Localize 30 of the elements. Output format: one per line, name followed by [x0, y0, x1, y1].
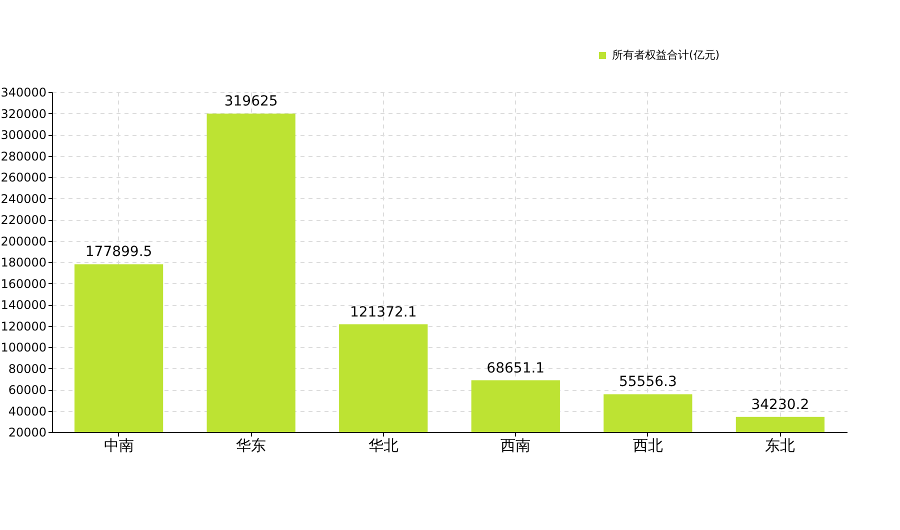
y-tick-label: 80000 — [8, 362, 46, 376]
y-tick-label: 100000 — [0, 340, 46, 354]
y-tick-label: 220000 — [0, 213, 46, 227]
x-tick-label: 中南 — [104, 436, 134, 454]
y-tick-label: 160000 — [0, 276, 46, 291]
y-tick-label: 180000 — [0, 256, 46, 270]
y-tick-label: 300000 — [0, 128, 46, 142]
y-tick-label: 200000 — [0, 234, 46, 248]
y-tick-label: 120000 — [0, 319, 46, 334]
x-tick-label: 华东 — [236, 436, 266, 454]
x-tick-label: 西北 — [632, 436, 663, 454]
data-label: 121372.1 — [350, 304, 417, 320]
x-tick-label: 东北 — [765, 436, 796, 454]
data-label: 319625 — [224, 94, 278, 110]
data-label: 177899.5 — [85, 244, 152, 260]
data-label: 34230.2 — [751, 396, 810, 413]
legend-label: 所有者权益合计(亿元) — [612, 48, 720, 62]
x-tick-label: 华北 — [368, 436, 398, 454]
y-tick-label: 140000 — [0, 298, 46, 312]
y-tick-label: 320000 — [0, 106, 46, 121]
y-tick-label: 280000 — [0, 149, 46, 164]
data-label: 68651.1 — [486, 360, 545, 376]
y-tick-label: 260000 — [0, 170, 46, 184]
y-tick-label: 60000 — [8, 383, 46, 397]
x-tick-label: 西南 — [500, 436, 531, 454]
data-label: 55556.3 — [618, 374, 677, 390]
y-tick-label: 40000 — [8, 404, 46, 418]
y-tick-label: 20000 — [8, 426, 46, 440]
y-tick-label: 240000 — [0, 192, 46, 206]
y-tick-label: 340000 — [0, 86, 46, 100]
